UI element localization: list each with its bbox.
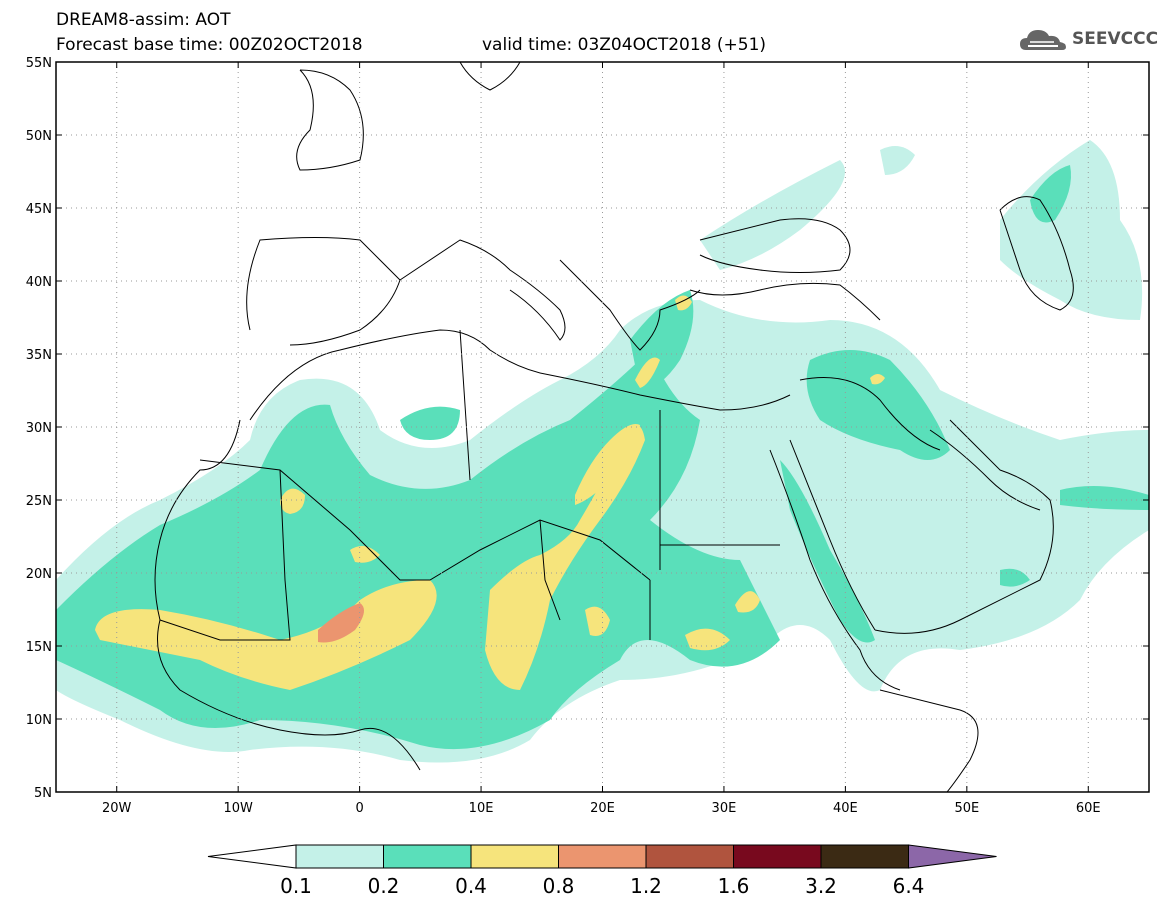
colorbar-left-arrow xyxy=(207,844,297,869)
colorbar-label: 0.2 xyxy=(368,874,400,898)
map-grid xyxy=(56,62,1149,792)
border-sahara-2 xyxy=(459,329,661,640)
aot-contour-0.4-cell6 xyxy=(635,357,660,388)
colorbar-label: 6.4 xyxy=(893,874,925,898)
lon-tick-label: 20E xyxy=(590,801,615,816)
aot-fields xyxy=(56,140,1149,763)
aot-contour-0.1-north xyxy=(700,160,845,270)
colorbar-swatch xyxy=(295,844,384,869)
colorbar-label: 1.6 xyxy=(718,874,750,898)
coastline-scandinavia xyxy=(459,62,521,91)
aot-contour-0.4-cell5 xyxy=(735,591,760,613)
coastline-red-sea-east xyxy=(789,439,876,631)
colorbar-label: 0.4 xyxy=(455,874,487,898)
coastline-france-italy xyxy=(399,239,566,341)
aot-contour-0.4-cell3 xyxy=(585,606,610,636)
coastline-horn xyxy=(879,689,979,792)
lat-tick-label: 50N xyxy=(26,129,52,144)
aot-contour-0.1-ne xyxy=(880,146,915,175)
coastline-balkans-greece xyxy=(559,259,701,351)
lat-tick-label: 40N xyxy=(26,275,52,290)
coastline-caspian xyxy=(999,196,1074,311)
colorbar-swatch xyxy=(820,844,909,869)
colorbar-label: 0.8 xyxy=(543,874,575,898)
colorbar-right-arrow xyxy=(908,844,997,869)
lat-tick-label: 5N xyxy=(34,786,52,801)
coastlines xyxy=(154,62,1074,792)
coastline-black-sea xyxy=(699,218,851,273)
aot-contour-0.4 xyxy=(95,580,437,690)
colorbar-swatch xyxy=(470,844,559,869)
lat-tick-label: 55N xyxy=(26,56,52,71)
lon-tick-label: 40E xyxy=(833,801,858,816)
coastline-uk xyxy=(296,69,364,171)
lon-tick-label: 60E xyxy=(1076,801,1101,816)
map-title: DREAM8-assim: AOT xyxy=(56,10,231,30)
lon-tick-label: 50E xyxy=(954,801,979,816)
aot-contour-0.8 xyxy=(318,603,364,643)
colorbar-swatch xyxy=(645,844,734,869)
axis-ticks xyxy=(56,61,1149,793)
coastline-iberia xyxy=(246,237,401,346)
lat-tick-label: 30N xyxy=(26,421,52,436)
colorbar-swatch xyxy=(733,844,822,869)
coastline-med-south xyxy=(249,329,791,421)
colorbar xyxy=(207,844,997,869)
lon-tick-label: 0 xyxy=(355,801,363,816)
lat-tick-label: 25N xyxy=(26,494,52,509)
lat-tick-label: 10N xyxy=(26,713,52,728)
lat-tick-label: 15N xyxy=(26,640,52,655)
aot-contour-0.4-cell2 xyxy=(350,546,380,563)
colorbar-label: 0.1 xyxy=(280,874,312,898)
aot-contour-0.4-cell8 xyxy=(675,295,692,311)
border-sahara-1 xyxy=(199,459,651,581)
aot-contour-0.2-caspian xyxy=(1030,165,1071,223)
coastline-west-africa xyxy=(154,419,421,771)
aot-contour-0.4-cell1 xyxy=(280,488,305,514)
colorbar-swatch xyxy=(558,844,647,869)
aot-contour-0.2-arabia xyxy=(1000,568,1030,587)
aot-contour-0.4-chad xyxy=(485,425,645,690)
lat-tick-label: 35N xyxy=(26,348,52,363)
colorbar-labels: 0.1 0.2 0.4 0.8 1.2 1.6 3.2 6.4 xyxy=(280,874,924,898)
cloud-logo-icon xyxy=(1020,30,1066,50)
lon-tick-label: 20W xyxy=(102,801,132,816)
longitude-labels: 20W 10W 0 10E 20E 30E 40E 50E 60E xyxy=(102,801,1101,816)
aot-contour-0.4-cell7 xyxy=(870,374,885,385)
colorbar-label: 1.2 xyxy=(630,874,662,898)
border-mali xyxy=(159,469,291,641)
coastline-turkey xyxy=(689,282,881,321)
colorbar-swatch xyxy=(383,844,472,869)
coastline-arabia xyxy=(874,419,1054,634)
aot-contour-0.2-cell xyxy=(400,406,460,440)
coastline-red-sea-west xyxy=(769,449,901,691)
aot-contour-0.4-cell4 xyxy=(685,628,730,651)
logo-text: SEEVCCC xyxy=(1072,29,1159,49)
lat-tick-label: 45N xyxy=(26,202,52,217)
border-iraq xyxy=(799,377,941,451)
aot-contour-0.2-nile xyxy=(780,460,875,643)
lon-tick-label: 10W xyxy=(223,801,253,816)
lon-tick-label: 30E xyxy=(712,801,737,816)
forecast-base-time: Forecast base time: 00Z02OCT2018 xyxy=(56,35,363,55)
lat-tick-label: 20N xyxy=(26,567,52,582)
aot-contour-0.2-iraq xyxy=(806,350,950,460)
aot-contour-0.2-horn xyxy=(1060,486,1149,510)
latitude-labels: 55N 50N 45N 40N 35N 30N 25N 20N 15N 10N 5N xyxy=(26,56,52,801)
aot-contour-0.1-caspian xyxy=(1000,140,1143,320)
coastline-persian-gulf xyxy=(929,429,1041,511)
valid-time: valid time: 03Z04OCT2018 (+51) xyxy=(482,35,767,55)
colorbar-label: 3.2 xyxy=(805,874,837,898)
lon-tick-label: 10E xyxy=(469,801,494,816)
aot-contour-0.4-libya xyxy=(575,424,640,505)
